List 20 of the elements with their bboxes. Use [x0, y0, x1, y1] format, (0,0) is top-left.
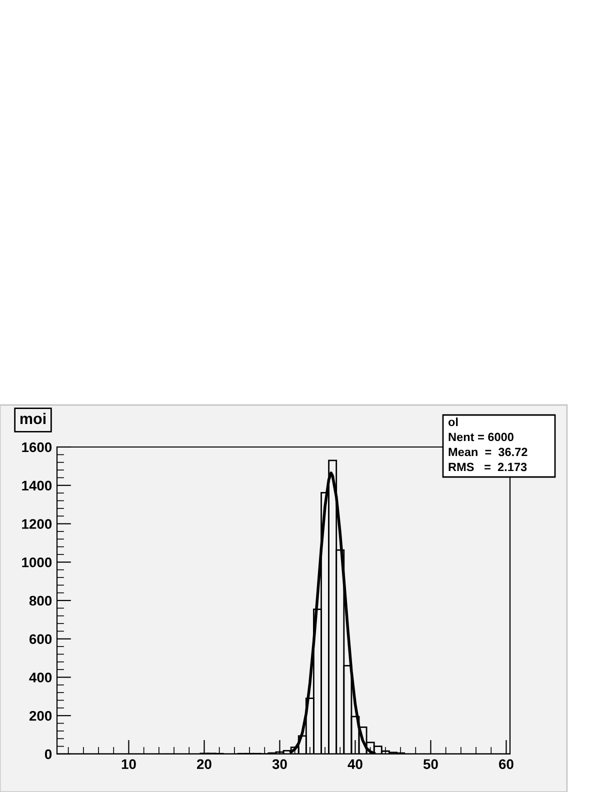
x-tick-label: 50 — [423, 759, 438, 770]
y-tick-label: 0 — [44, 749, 52, 760]
y-tick-label: 1400 — [22, 480, 52, 491]
text: Nent = 6000 — [448, 432, 514, 442]
y-tick-label: 1200 — [22, 519, 52, 529]
y-tick-label: 800 — [29, 596, 52, 606]
y-tick-label: 1000 — [22, 557, 52, 568]
text: ol — [448, 418, 458, 426]
x-tick-label: 60 — [499, 759, 514, 770]
x-tick-label: 40 — [348, 759, 362, 770]
y-tick-label: 200 — [29, 710, 52, 721]
y-tick-label: 1600 — [22, 442, 52, 452]
x-tick-label: 10 — [122, 759, 136, 770]
chart-title: moi — [20, 412, 46, 424]
annotation: RMS = 2.173 — [448, 462, 527, 472]
x-tick-label: 20 — [196, 759, 212, 770]
y-tick-label: 600 — [29, 634, 52, 644]
y-tick-label: 400 — [29, 672, 52, 682]
x-tick-label: 30 — [272, 759, 287, 770]
annotation: Mean = 36.72 — [448, 448, 528, 456]
